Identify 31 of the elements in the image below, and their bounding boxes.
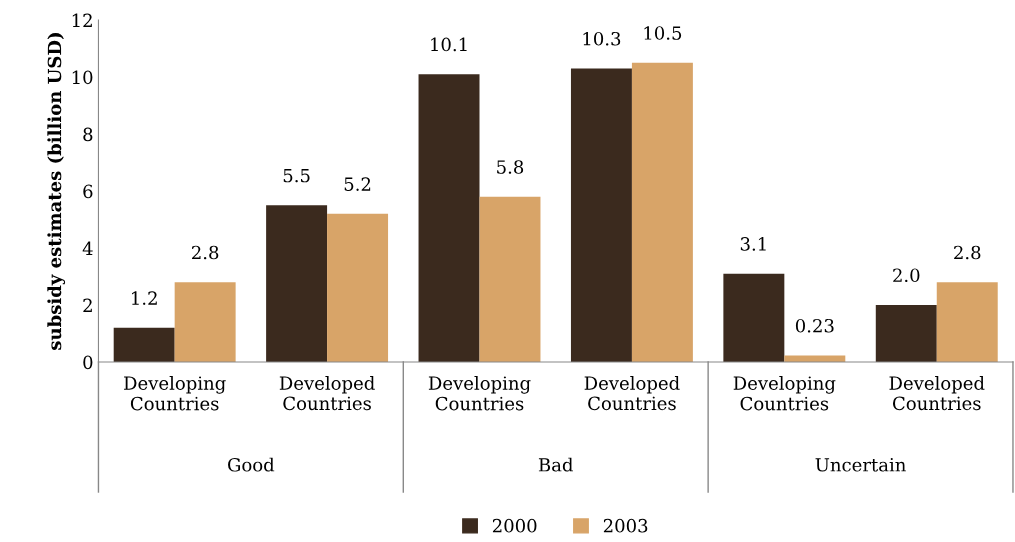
y-tick-label: 0 [83, 355, 93, 370]
data-label: 10.1 [431, 37, 467, 52]
y-tick-label: 2 [83, 298, 92, 312]
text: Uncertain [815, 458, 906, 472]
data-label: 2.8 [954, 245, 981, 260]
x-tick-label: Developed Countries [584, 375, 680, 411]
y-tick-label: 10 [72, 70, 93, 85]
text: Bad [538, 457, 573, 472]
data-label: 10.5 [644, 26, 682, 40]
x-tick-label: Developed Countries [279, 375, 375, 411]
data-label: 5.2 [344, 177, 371, 191]
x-tick-label: Developing Countries [428, 375, 531, 411]
y-axis-title: subsidy estimates (billion USD) [47, 33, 66, 350]
data-label: 2.0 [893, 268, 920, 283]
y-tick-label: 8 [83, 127, 93, 142]
data-label: 10.3 [583, 31, 621, 46]
data-label: 5.5 [283, 168, 310, 183]
data-label: 2.8 [192, 245, 219, 260]
y-tick-label: 4 [82, 241, 93, 255]
y-tick-label: 12 [72, 13, 92, 27]
x-tick-label: Developed Countries [889, 375, 985, 411]
legend-label: 2003 [603, 518, 648, 533]
y-tick-label: 6 [83, 184, 93, 199]
legend-label: 2000 [492, 518, 537, 533]
text: Good [228, 457, 275, 472]
data-label: 0.23 [795, 318, 834, 333]
x-tick-label: Developing Countries [124, 375, 226, 411]
x-tick-label: Developing Countries [733, 375, 836, 411]
data-label: 5.8 [497, 160, 524, 174]
data-label: 3.1 [740, 237, 766, 251]
data-label: 1.2 [132, 291, 157, 305]
